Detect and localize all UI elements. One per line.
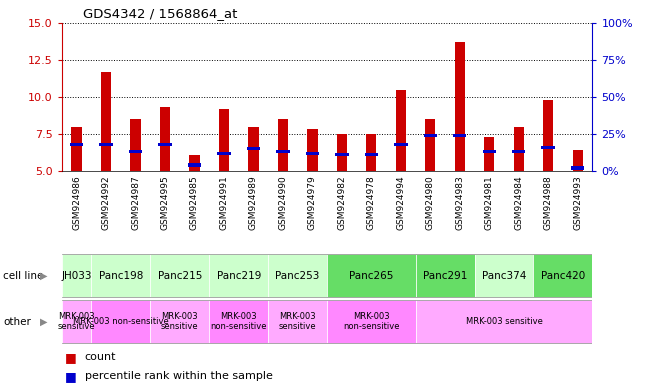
Text: GSM924990: GSM924990 xyxy=(279,175,287,230)
Text: GSM924989: GSM924989 xyxy=(249,175,258,230)
Bar xyxy=(268,254,327,297)
Text: other: other xyxy=(3,316,31,327)
Bar xyxy=(62,300,91,343)
Bar xyxy=(394,142,408,146)
Bar xyxy=(482,150,496,153)
Bar xyxy=(209,300,268,343)
Bar xyxy=(572,150,583,171)
Bar xyxy=(209,254,268,297)
Bar xyxy=(533,254,592,297)
Text: ▶: ▶ xyxy=(40,316,48,327)
Bar xyxy=(542,146,555,149)
Bar xyxy=(415,254,475,297)
Text: GSM924983: GSM924983 xyxy=(455,175,464,230)
Bar xyxy=(327,254,415,297)
Bar xyxy=(454,42,465,171)
Text: Panc291: Panc291 xyxy=(423,270,467,281)
Bar xyxy=(276,150,290,153)
Text: GSM924985: GSM924985 xyxy=(190,175,199,230)
Text: MRK-003
non-sensitive: MRK-003 non-sensitive xyxy=(210,312,267,331)
Text: GSM924978: GSM924978 xyxy=(367,175,376,230)
Text: GSM924981: GSM924981 xyxy=(485,175,493,230)
Text: cell line: cell line xyxy=(3,270,44,281)
Bar xyxy=(129,150,142,153)
Bar xyxy=(475,254,533,297)
Bar xyxy=(396,89,406,171)
Bar xyxy=(453,134,467,137)
Bar xyxy=(278,119,288,171)
Text: JH033: JH033 xyxy=(61,270,92,281)
Bar xyxy=(306,152,319,155)
Bar xyxy=(247,147,260,150)
Bar xyxy=(268,300,327,343)
Text: Panc374: Panc374 xyxy=(482,270,526,281)
Bar xyxy=(217,152,230,155)
Bar xyxy=(150,254,209,297)
Bar xyxy=(130,119,141,171)
Bar xyxy=(366,134,376,171)
Text: GSM924994: GSM924994 xyxy=(396,175,406,230)
Bar xyxy=(424,134,437,137)
Text: GSM924979: GSM924979 xyxy=(308,175,317,230)
Bar xyxy=(307,129,318,171)
Text: GSM924987: GSM924987 xyxy=(131,175,140,230)
Bar xyxy=(100,142,113,146)
Bar xyxy=(62,254,91,297)
Text: GSM924992: GSM924992 xyxy=(102,175,111,230)
Text: MRK-003
sensitive: MRK-003 sensitive xyxy=(58,312,96,331)
Bar xyxy=(91,300,150,343)
Text: GSM924995: GSM924995 xyxy=(161,175,169,230)
Text: MRK-003 non-sensitive: MRK-003 non-sensitive xyxy=(73,317,169,326)
Bar xyxy=(70,142,83,146)
Text: Panc265: Panc265 xyxy=(349,270,393,281)
Bar xyxy=(160,107,170,171)
Bar xyxy=(425,119,436,171)
Bar xyxy=(512,150,525,153)
Text: GSM924984: GSM924984 xyxy=(514,175,523,230)
Text: Panc198: Panc198 xyxy=(98,270,143,281)
Text: GSM924993: GSM924993 xyxy=(573,175,582,230)
Bar xyxy=(337,134,347,171)
Bar xyxy=(365,153,378,156)
Bar xyxy=(327,300,415,343)
Bar xyxy=(91,254,150,297)
Text: ▶: ▶ xyxy=(40,270,48,281)
Bar xyxy=(415,300,592,343)
Bar xyxy=(158,142,172,146)
Text: MRK-003
sensitive: MRK-003 sensitive xyxy=(161,312,199,331)
Text: ■: ■ xyxy=(65,351,77,364)
Text: GSM924988: GSM924988 xyxy=(544,175,553,230)
Text: percentile rank within the sample: percentile rank within the sample xyxy=(85,371,273,381)
Bar xyxy=(72,127,82,171)
Bar xyxy=(484,137,494,171)
Bar xyxy=(571,166,585,170)
Text: count: count xyxy=(85,352,116,362)
Bar xyxy=(219,109,229,171)
Bar xyxy=(187,163,201,167)
Text: GSM924991: GSM924991 xyxy=(219,175,229,230)
Bar xyxy=(335,153,348,156)
Text: GSM924982: GSM924982 xyxy=(337,175,346,230)
Text: MRK-003 sensitive: MRK-003 sensitive xyxy=(465,317,542,326)
Text: GDS4342 / 1568864_at: GDS4342 / 1568864_at xyxy=(83,7,238,20)
Text: GSM924980: GSM924980 xyxy=(426,175,435,230)
Bar xyxy=(514,127,524,171)
Text: Panc215: Panc215 xyxy=(158,270,202,281)
Text: MRK-003
non-sensitive: MRK-003 non-sensitive xyxy=(343,312,400,331)
Bar xyxy=(248,127,258,171)
Bar xyxy=(101,72,111,171)
Text: MRK-003
sensitive: MRK-003 sensitive xyxy=(279,312,316,331)
Bar xyxy=(189,155,200,171)
Text: GSM924986: GSM924986 xyxy=(72,175,81,230)
Text: Panc420: Panc420 xyxy=(541,270,585,281)
Text: ■: ■ xyxy=(65,370,77,383)
Text: Panc219: Panc219 xyxy=(217,270,261,281)
Bar xyxy=(150,300,209,343)
Bar xyxy=(543,100,553,171)
Text: Panc253: Panc253 xyxy=(275,270,320,281)
